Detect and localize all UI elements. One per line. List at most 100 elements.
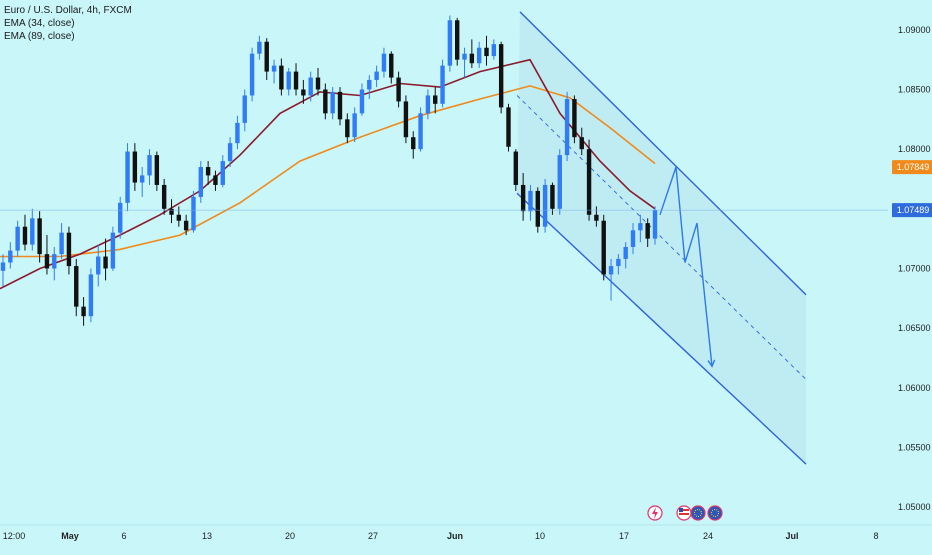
ema89-legend: EMA (89, close) <box>4 31 75 42</box>
candle <box>498 41 504 114</box>
svg-text:1.07849: 1.07849 <box>897 162 930 172</box>
candle <box>491 39 497 60</box>
candle <box>249 47 255 102</box>
ema34-legend: EMA (34, close) <box>4 18 75 29</box>
candle <box>513 149 519 191</box>
candle <box>96 244 101 287</box>
channel-upper-line[interactable] <box>519 11 807 296</box>
candle <box>132 143 138 191</box>
candle <box>550 182 555 215</box>
candle <box>88 268 94 323</box>
candle <box>359 83 365 116</box>
candle <box>469 39 475 69</box>
candle <box>44 235 50 275</box>
candle <box>564 91 570 162</box>
candle <box>205 161 211 185</box>
candle <box>557 149 562 215</box>
svg-text:1.07489: 1.07489 <box>897 205 930 215</box>
y-tick-label: 1.09000 <box>898 25 931 35</box>
candle <box>484 35 489 66</box>
channel-lower-line[interactable] <box>516 192 807 465</box>
candle <box>139 167 145 197</box>
candle <box>22 214 28 251</box>
x-tick-label: 20 <box>285 531 295 541</box>
candle <box>103 238 108 281</box>
price-label-last: 1.07489 <box>892 203 932 218</box>
candle <box>301 79 306 104</box>
candle <box>586 139 592 221</box>
candle <box>59 223 64 259</box>
candle <box>198 161 203 203</box>
candle <box>293 63 299 96</box>
x-tick-label: Jun <box>447 531 463 541</box>
candle <box>608 258 614 301</box>
y-tick-label: 1.05500 <box>898 442 931 452</box>
candle <box>118 196 123 239</box>
x-tick-label: May <box>61 531 79 541</box>
candle <box>81 297 86 326</box>
candle <box>396 71 401 108</box>
candle <box>411 131 416 159</box>
candle <box>315 68 321 96</box>
candle <box>418 107 423 152</box>
y-tick-label: 1.05000 <box>898 502 931 512</box>
candle <box>191 190 196 233</box>
x-tick-label: 12:00 <box>3 531 26 541</box>
candle <box>220 155 225 188</box>
candle <box>542 178 548 233</box>
candle <box>601 214 606 281</box>
candle <box>242 89 247 132</box>
candle <box>15 220 20 257</box>
candle <box>476 41 482 69</box>
candle <box>147 149 152 185</box>
candle <box>66 226 72 275</box>
candle <box>572 95 577 144</box>
candle <box>440 59 445 108</box>
candle <box>161 178 167 215</box>
candle <box>176 206 182 227</box>
candle <box>330 87 335 120</box>
candle <box>433 87 438 114</box>
candle <box>308 71 313 102</box>
candle <box>630 223 636 255</box>
y-tick-label: 1.06000 <box>898 383 931 393</box>
candle <box>169 199 174 224</box>
lightning-icon[interactable] <box>647 505 663 521</box>
candle <box>616 254 621 275</box>
candle <box>213 170 218 191</box>
candle <box>227 137 233 168</box>
candle <box>455 17 460 66</box>
candle <box>37 211 42 263</box>
forecast-path[interactable] <box>659 166 713 367</box>
candle <box>183 214 189 236</box>
eu-flag-icon[interactable] <box>707 505 723 521</box>
eu-flag-icon[interactable] <box>690 505 706 521</box>
x-tick-label: 13 <box>202 531 212 541</box>
y-tick-label: 1.08500 <box>898 84 931 94</box>
candle <box>425 89 431 120</box>
candle <box>367 75 372 100</box>
us-flag-icon[interactable] <box>676 505 692 521</box>
candle <box>286 68 291 96</box>
x-tick-label: 8 <box>873 531 878 541</box>
candle <box>323 83 328 120</box>
candle <box>52 246 57 281</box>
candle <box>638 214 643 243</box>
x-tick-label: 27 <box>368 531 378 541</box>
chart-title: Euro / U.S. Dollar, 4h, FXCM <box>4 5 132 16</box>
forecast-arrowhead <box>707 359 716 368</box>
candle <box>271 59 277 84</box>
candle <box>154 151 160 191</box>
candle <box>345 113 350 144</box>
candle <box>520 173 526 221</box>
y-tick-label: 1.07000 <box>898 263 931 273</box>
candle <box>579 127 584 156</box>
candle <box>74 258 79 317</box>
candle <box>264 38 269 80</box>
x-tick-label: 6 <box>121 531 126 541</box>
x-tick-label: 24 <box>703 531 713 541</box>
candle <box>279 58 284 96</box>
candle <box>125 143 130 212</box>
